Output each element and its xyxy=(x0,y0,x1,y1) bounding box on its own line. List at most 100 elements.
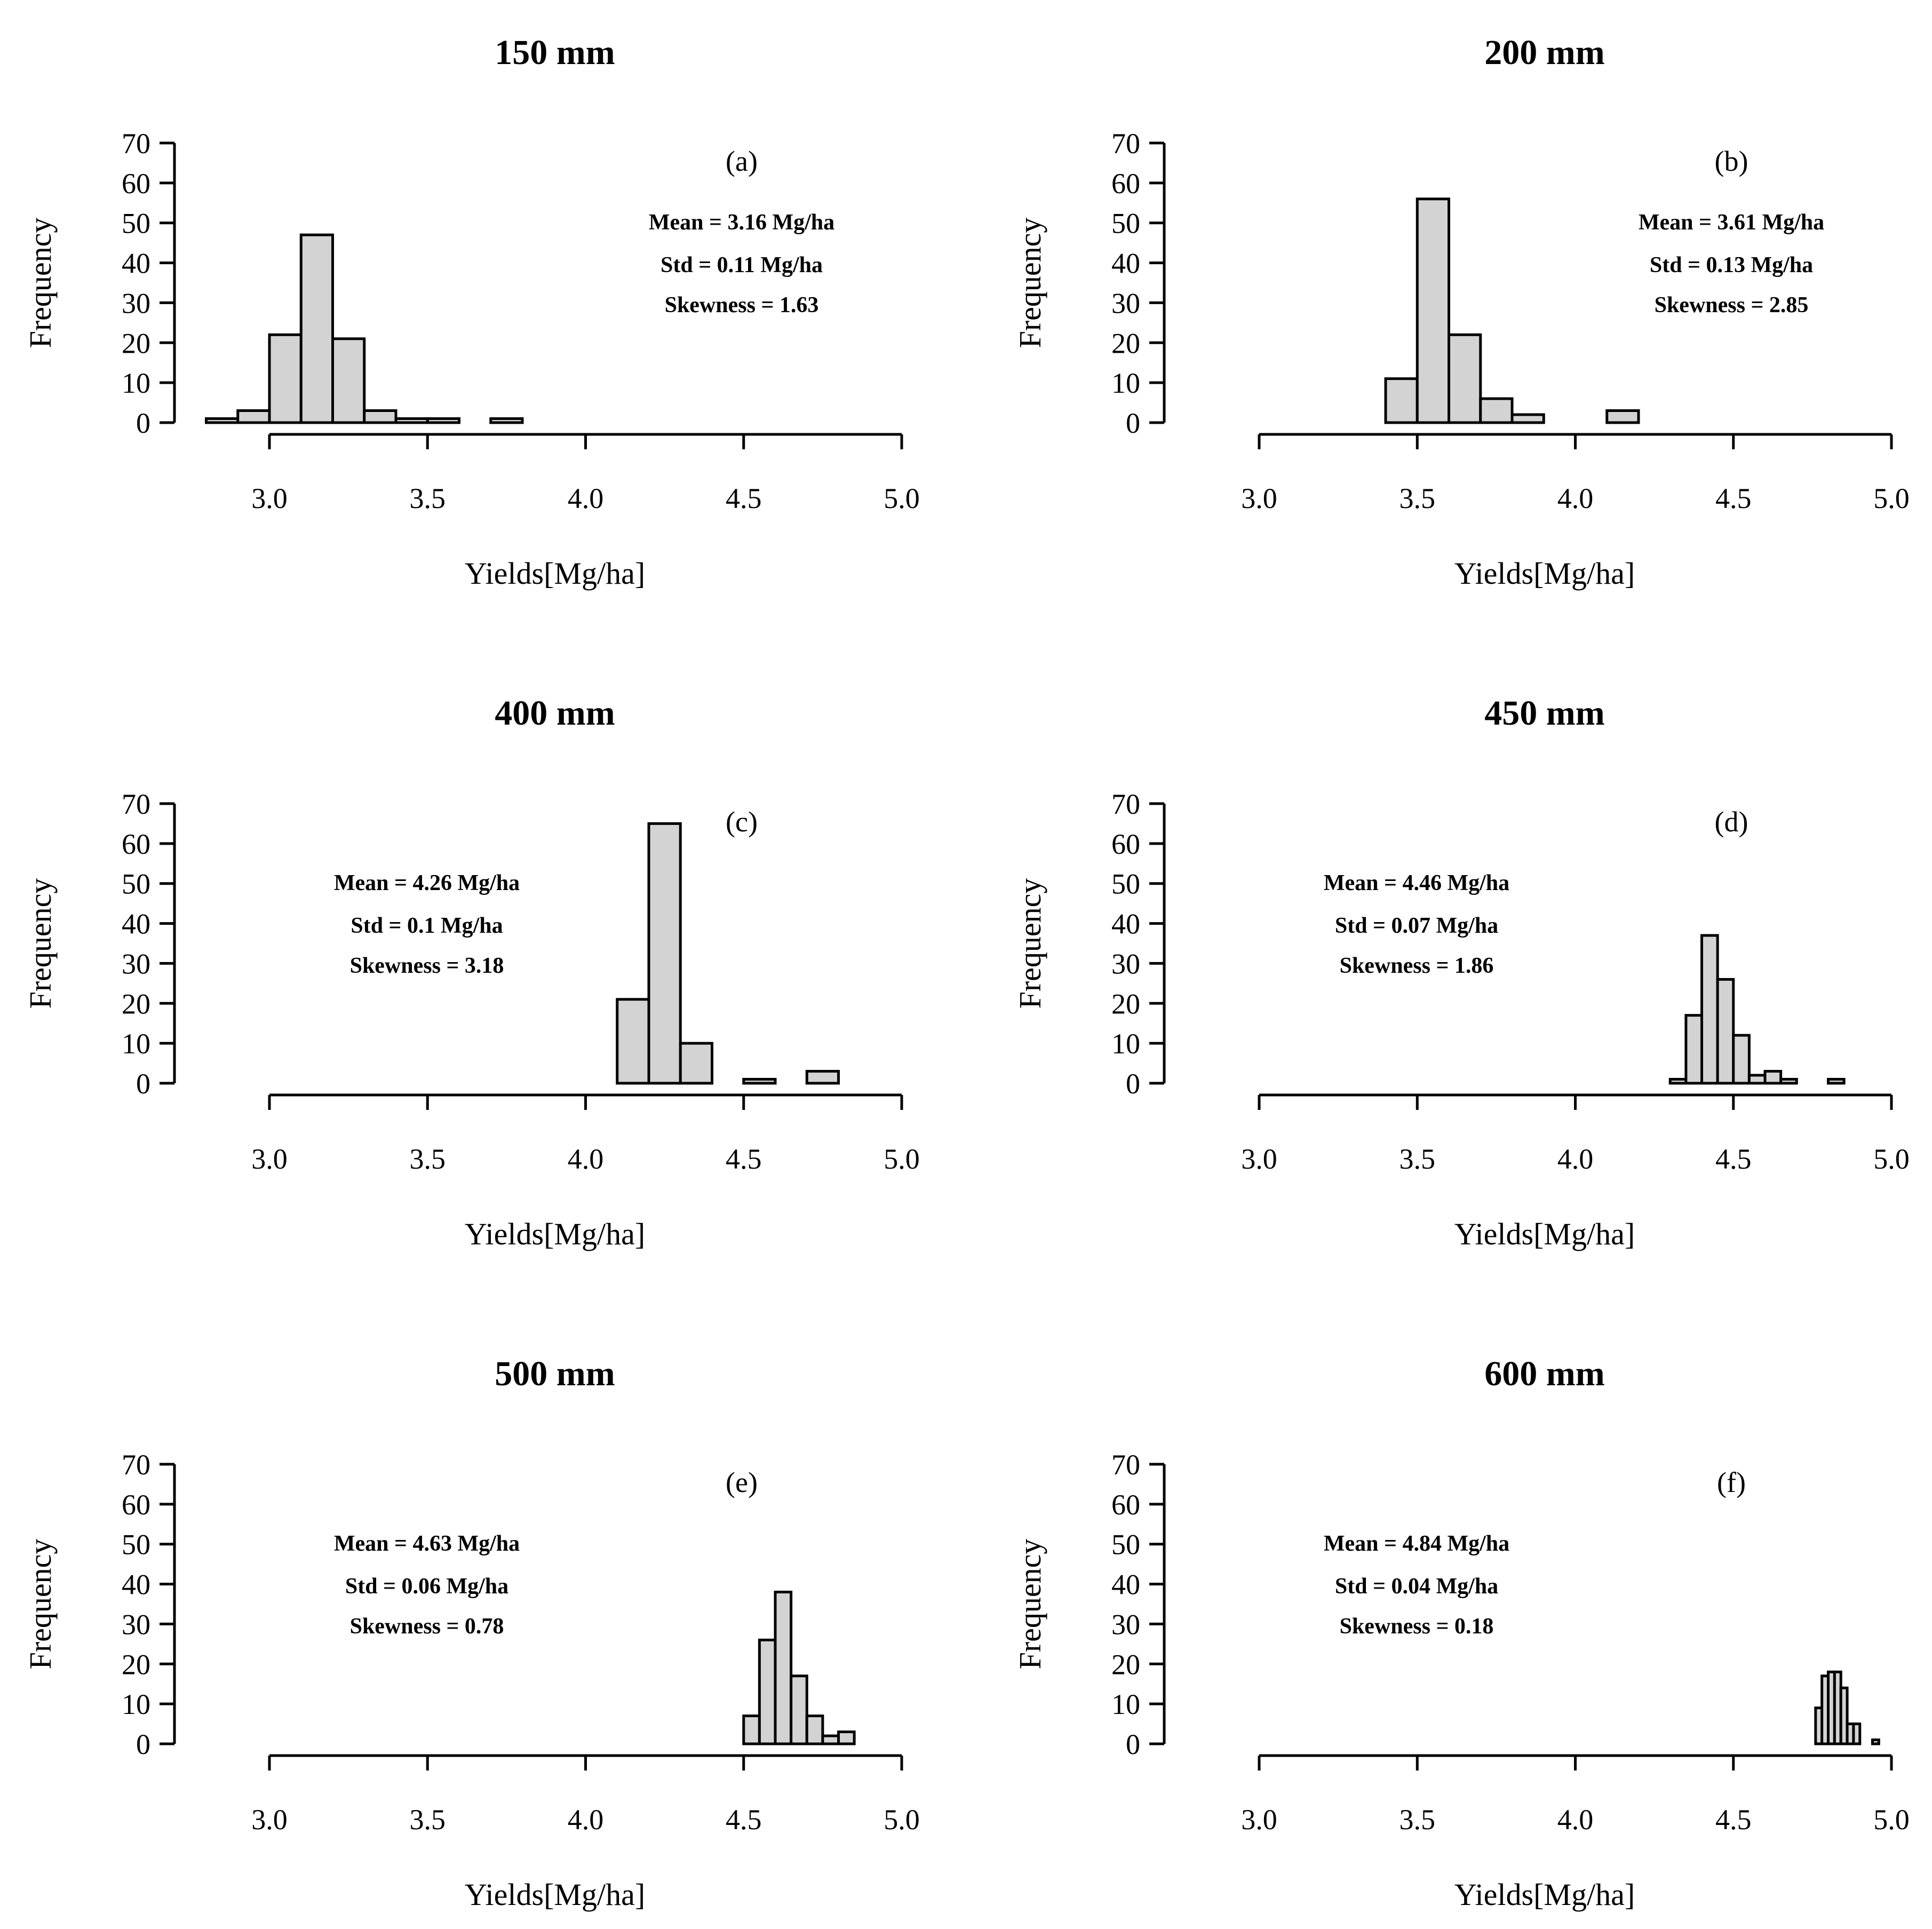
y-tick-label: 10 xyxy=(1111,1028,1140,1060)
y-axis-label: Frequency xyxy=(23,1539,58,1670)
histogram-bar xyxy=(1684,1014,1703,1085)
y-axis-label: Frequency xyxy=(1013,878,1047,1009)
x-tick-label: 5.0 xyxy=(884,1804,920,1836)
x-tick-label: 3.0 xyxy=(251,1143,288,1175)
stat-annotation: Skewness = 1.63 xyxy=(665,293,819,317)
x-tick-label: 4.5 xyxy=(726,1143,762,1175)
y-tick-label: 0 xyxy=(1126,1068,1140,1100)
histogram-panel-b: 200 mm 0 10 20 30 40 50 60 70 3.0 3.5 4.0 4.5 5.0 Yiel… xyxy=(1013,33,1910,591)
y-tick-label: 0 xyxy=(136,407,150,439)
y-tick-label: 0 xyxy=(1126,407,1140,439)
y-tick-label: 0 xyxy=(136,1068,150,1100)
histogram-bar xyxy=(837,1730,856,1745)
y-tick-label: 40 xyxy=(122,908,150,940)
histogram-bar xyxy=(1747,1074,1767,1085)
histogram-panel-d: 450 mm 0 10 20 30 40 50 60 70 3.0 3.5 4.0 4.5 5.0 Yiel… xyxy=(1013,694,1910,1251)
histogram-bar xyxy=(331,337,366,424)
panel-label: (a) xyxy=(726,145,758,177)
y-tick-label: 40 xyxy=(122,1569,150,1601)
y-tick-label: 30 xyxy=(1111,287,1140,319)
histogram-bar xyxy=(647,822,682,1085)
histogram-bar xyxy=(268,333,303,424)
histogram-bar xyxy=(1479,397,1514,424)
y-tick-label: 30 xyxy=(122,1608,150,1640)
x-tick-label: 5.0 xyxy=(884,482,920,514)
y-tick-label: 30 xyxy=(122,948,150,980)
histogram-bar xyxy=(821,1734,840,1745)
stat-annotation: Std = 0.13 Mg/ha xyxy=(1650,253,1813,277)
stat-annotation: Std = 0.1 Mg/ha xyxy=(351,914,503,938)
x-tick-label: 3.0 xyxy=(251,482,288,514)
histogram-bar xyxy=(205,417,240,424)
y-axis-label: Frequency xyxy=(23,878,58,1009)
x-tick-label: 3.0 xyxy=(1241,1804,1277,1836)
histogram-bar xyxy=(742,1714,761,1745)
chart-title: 450 mm xyxy=(1484,694,1604,733)
stat-annotation: Skewness = 3.18 xyxy=(350,954,504,978)
y-tick-label: 50 xyxy=(1111,1529,1140,1561)
x-tick-label: 4.0 xyxy=(568,482,604,514)
x-tick-label: 4.0 xyxy=(568,1804,604,1836)
x-tick-label: 5.0 xyxy=(1873,1804,1910,1836)
x-tick-label: 3.0 xyxy=(1241,1143,1277,1175)
stat-annotation: Mean = 4.84 Mg/ha xyxy=(1324,1531,1509,1556)
y-tick-label: 70 xyxy=(122,1449,150,1481)
chart-title: 600 mm xyxy=(1484,1354,1604,1393)
x-tick-label: 4.5 xyxy=(726,1804,762,1836)
x-tick-label: 3.0 xyxy=(251,1804,288,1836)
histogram-bar xyxy=(1827,1078,1846,1085)
stat-annotation: Skewness = 1.86 xyxy=(1340,954,1494,978)
y-tick-label: 60 xyxy=(122,1489,150,1521)
x-tick-label: 3.5 xyxy=(1400,482,1436,514)
y-tick-label: 70 xyxy=(1111,1449,1140,1481)
histogram-panel-e: 500 mm 0 10 20 30 40 50 60 70 3.0 3.5 4.0 4.5 5.0 Yiel… xyxy=(23,1354,920,1912)
y-tick-label: 40 xyxy=(1111,248,1140,280)
y-tick-label: 30 xyxy=(1111,1608,1140,1640)
histogram-bar xyxy=(742,1078,777,1085)
histogram-bar xyxy=(805,1070,840,1085)
y-tick-label: 50 xyxy=(122,868,150,900)
histogram-bar xyxy=(1416,197,1450,424)
y-tick-label: 70 xyxy=(122,128,150,160)
x-axis-label: Yields[Mg/ha] xyxy=(465,1877,645,1912)
x-tick-label: 5.0 xyxy=(1873,1143,1910,1175)
y-tick-label: 30 xyxy=(122,287,150,319)
histogram-bar xyxy=(1871,1739,1880,1745)
stat-annotation: Mean = 3.61 Mg/ha xyxy=(1639,210,1824,235)
histogram-bar xyxy=(394,417,429,424)
x-axis-label: Yields[Mg/ha] xyxy=(1454,1877,1635,1912)
y-tick-label: 10 xyxy=(122,1028,150,1060)
x-axis-label: Yields[Mg/ha] xyxy=(465,556,645,591)
histogram-bar xyxy=(805,1714,824,1745)
chart-title: 200 mm xyxy=(1484,33,1604,72)
x-axis-label: Yields[Mg/ha] xyxy=(1454,556,1635,591)
y-axis-label: Frequency xyxy=(1013,218,1047,348)
y-tick-label: 10 xyxy=(1111,1688,1140,1720)
histogram-bar xyxy=(299,233,334,424)
y-tick-label: 0 xyxy=(1126,1728,1140,1760)
stat-annotation: Std = 0.11 Mg/ha xyxy=(661,253,823,277)
histogram-bar xyxy=(1732,1034,1751,1085)
x-tick-label: 3.5 xyxy=(410,1804,446,1836)
histogram-bar xyxy=(1852,1722,1862,1745)
y-tick-label: 10 xyxy=(1111,367,1140,399)
x-tick-label: 4.5 xyxy=(1715,482,1752,514)
stat-annotation: Mean = 4.46 Mg/ha xyxy=(1324,871,1509,895)
histogram-bar xyxy=(679,1042,713,1085)
x-tick-label: 4.0 xyxy=(568,1143,604,1175)
histogram-panel-f: 600 mm 0 10 20 30 40 50 60 70 3.0 3.5 4.0 4.5 5.0 Yiel… xyxy=(1013,1354,1910,1912)
histogram-panel-c: 400 mm 0 10 20 30 40 50 60 70 3.0 3.5 4.0 4.5 5.0 Yiel… xyxy=(23,694,920,1251)
y-tick-label: 60 xyxy=(1111,828,1140,860)
x-tick-label: 4.0 xyxy=(1557,1804,1594,1836)
histogram-bar xyxy=(790,1674,808,1745)
x-tick-label: 4.5 xyxy=(1715,1143,1752,1175)
y-tick-label: 60 xyxy=(122,168,150,200)
x-tick-label: 5.0 xyxy=(1873,482,1910,514)
panel-label: (f) xyxy=(1717,1466,1746,1498)
y-tick-label: 60 xyxy=(1111,168,1140,200)
x-axis-label: Yields[Mg/ha] xyxy=(1454,1217,1635,1251)
y-tick-label: 20 xyxy=(1111,327,1140,359)
chart-title: 500 mm xyxy=(495,1354,615,1393)
histogram-bar xyxy=(1668,1078,1688,1085)
y-tick-label: 10 xyxy=(122,1688,150,1720)
